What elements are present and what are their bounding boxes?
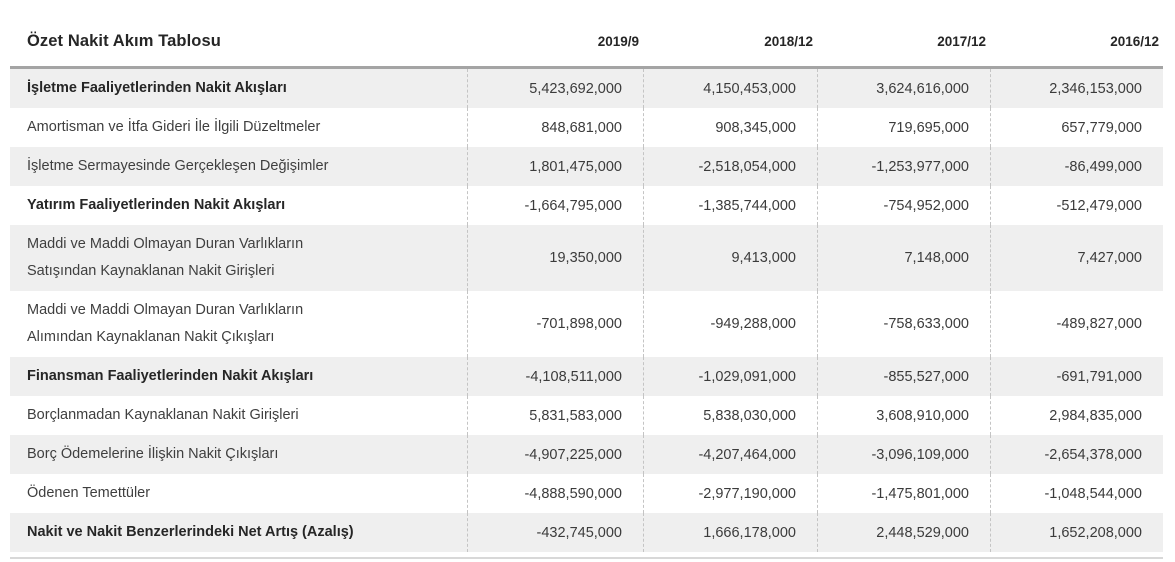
header-row: Özet Nakit Akım Tablosu 2019/9 2018/12 201… bbox=[10, 0, 1163, 66]
row-value: -1,253,977,000 bbox=[817, 147, 990, 186]
row-label: Maddi ve Maddi Olmayan Duran Varlıkların… bbox=[27, 236, 304, 279]
table-row: Borç Ödemelerine İlişkin Nakit Çıkışları… bbox=[10, 435, 1163, 474]
row-value: 2,984,835,000 bbox=[990, 396, 1163, 435]
row-value: 5,838,030,000 bbox=[643, 396, 817, 435]
row-value: -86,499,000 bbox=[990, 147, 1163, 186]
row-value: -4,888,590,000 bbox=[467, 474, 643, 513]
table-row: Nakit ve Nakit Benzerlerindeki Net Artış… bbox=[10, 513, 1163, 552]
row-label: İşletme Sermayesinde Gerçekleşen Değişim… bbox=[27, 158, 329, 174]
column-header: 2019/9 bbox=[597, 34, 639, 49]
row-value: 5,423,692,000 bbox=[467, 69, 643, 108]
row-value: -1,664,795,000 bbox=[467, 186, 643, 225]
table-row: İşletme Sermayesinde Gerçekleşen Değişim… bbox=[10, 147, 1163, 186]
row-value: 1,666,178,000 bbox=[643, 513, 817, 552]
row-value: 2,448,529,000 bbox=[817, 513, 990, 552]
row-value: 7,427,000 bbox=[990, 225, 1163, 291]
row-value: -489,827,000 bbox=[990, 291, 1163, 357]
row-value: -512,479,000 bbox=[990, 186, 1163, 225]
row-value: 2,346,153,000 bbox=[990, 69, 1163, 108]
row-label: Finansman Faaliyetlerinden Nakit Akışlar… bbox=[27, 368, 314, 384]
row-value: -855,527,000 bbox=[817, 357, 990, 396]
row-value: -4,207,464,000 bbox=[643, 435, 817, 474]
row-value: -949,288,000 bbox=[643, 291, 817, 357]
row-value: -2,654,378,000 bbox=[990, 435, 1163, 474]
row-value: -754,952,000 bbox=[817, 186, 990, 225]
row-label: Borç Ödemelerine İlişkin Nakit Çıkışları bbox=[27, 446, 279, 462]
row-value: -2,977,190,000 bbox=[643, 474, 817, 513]
column-header: 2017/12 bbox=[937, 34, 986, 49]
row-value: 3,608,910,000 bbox=[817, 396, 990, 435]
row-value: -2,518,054,000 bbox=[643, 147, 817, 186]
row-label: Yatırım Faaliyetlerinden Nakit Akışları bbox=[27, 197, 286, 213]
table-title: Özet Nakit Akım Tablosu bbox=[27, 32, 221, 50]
table-body: İşletme Faaliyetlerinden Nakit Akışları 5… bbox=[10, 66, 1163, 552]
table-row: Amortisman ve İtfa Gideri İle İlgili Düz… bbox=[10, 108, 1163, 147]
row-value: 5,831,583,000 bbox=[467, 396, 643, 435]
row-label: Borçlanmadan Kaynaklanan Nakit Girişleri bbox=[27, 407, 299, 423]
row-value: 657,779,000 bbox=[990, 108, 1163, 147]
row-value: 7,148,000 bbox=[817, 225, 990, 291]
row-value: -4,108,511,000 bbox=[467, 357, 643, 396]
column-header: 2018/12 bbox=[764, 34, 813, 49]
table-row: Ödenen Temettüler -4,888,590,000 -2,977,19… bbox=[10, 474, 1163, 513]
row-value: -4,907,225,000 bbox=[467, 435, 643, 474]
row-value: 719,695,000 bbox=[817, 108, 990, 147]
row-value: -432,745,000 bbox=[467, 513, 643, 552]
table-row: Maddi ve Maddi Olmayan Duran Varlıkların… bbox=[10, 225, 1163, 291]
row-value: 4,150,453,000 bbox=[643, 69, 817, 108]
table-row: Yatırım Faaliyetlerinden Nakit Akışları -… bbox=[10, 186, 1163, 225]
table-row: Maddi ve Maddi Olmayan Duran Varlıkların… bbox=[10, 291, 1163, 357]
row-label: Nakit ve Nakit Benzerlerindeki Net Artış… bbox=[27, 524, 354, 540]
row-label: Amortisman ve İtfa Gideri İle İlgili Düz… bbox=[27, 119, 321, 135]
row-value: 9,413,000 bbox=[643, 225, 817, 291]
row-value: -1,048,544,000 bbox=[990, 474, 1163, 513]
row-value: 1,652,208,000 bbox=[990, 513, 1163, 552]
row-value: -701,898,000 bbox=[467, 291, 643, 357]
table-row: İşletme Faaliyetlerinden Nakit Akışları 5… bbox=[10, 69, 1163, 108]
cash-flow-summary-table: Özet Nakit Akım Tablosu 2019/9 2018/12 201… bbox=[10, 0, 1163, 559]
row-value: -1,385,744,000 bbox=[643, 186, 817, 225]
row-value: 908,345,000 bbox=[643, 108, 817, 147]
table-row: Borçlanmadan Kaynaklanan Nakit Girişleri… bbox=[10, 396, 1163, 435]
row-value: -3,096,109,000 bbox=[817, 435, 990, 474]
column-header: 2016/12 bbox=[1110, 34, 1159, 49]
row-label: İşletme Faaliyetlerinden Nakit Akışları bbox=[27, 80, 287, 96]
table-row: Finansman Faaliyetlerinden Nakit Akışlar… bbox=[10, 357, 1163, 396]
row-value: -758,633,000 bbox=[817, 291, 990, 357]
row-value: -1,029,091,000 bbox=[643, 357, 817, 396]
row-value: 1,801,475,000 bbox=[467, 147, 643, 186]
row-value: 19,350,000 bbox=[467, 225, 643, 291]
row-value: 3,624,616,000 bbox=[817, 69, 990, 108]
row-value: -691,791,000 bbox=[990, 357, 1163, 396]
table-bottom-rule bbox=[10, 557, 1163, 559]
row-value: -1,475,801,000 bbox=[817, 474, 990, 513]
row-label: Ödenen Temettüler bbox=[27, 485, 151, 501]
row-value: 848,681,000 bbox=[467, 108, 643, 147]
row-label: Maddi ve Maddi Olmayan Duran Varlıkların… bbox=[27, 302, 304, 345]
